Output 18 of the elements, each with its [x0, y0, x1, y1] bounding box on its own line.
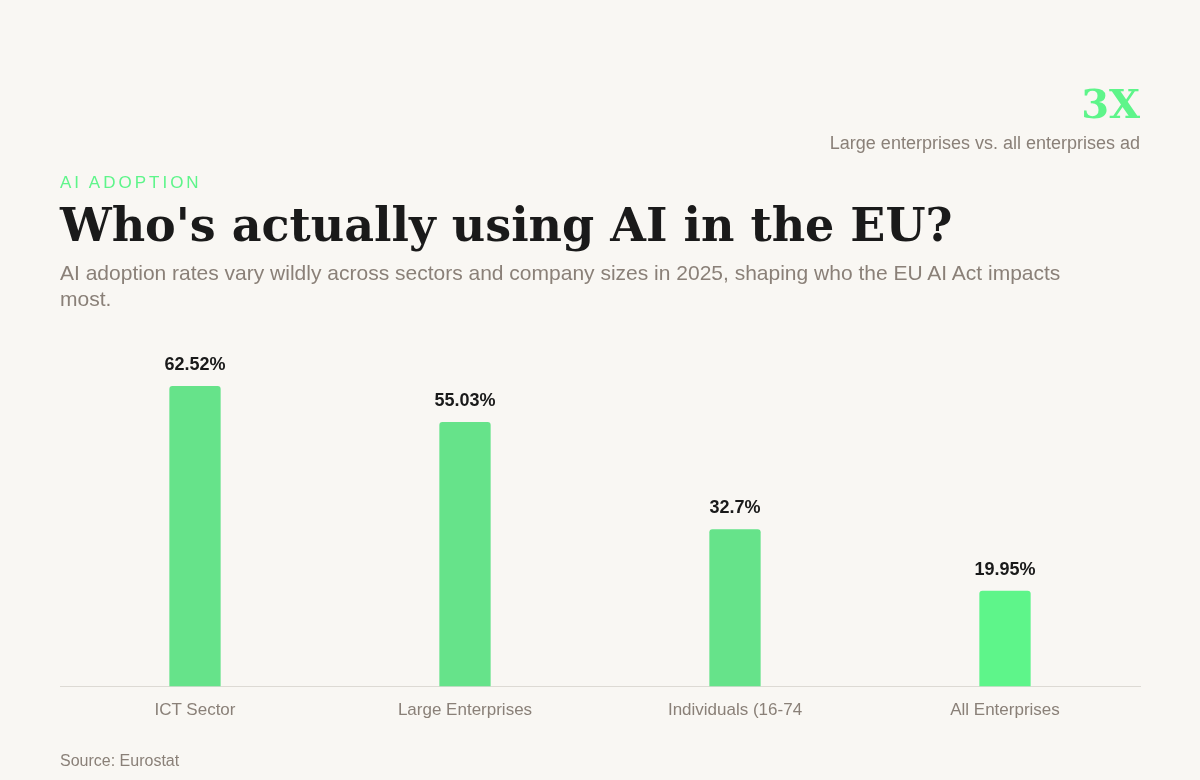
bar [439, 421, 491, 687]
text: Large enterprises vs. all enterprises ad [829, 133, 1140, 154]
data-label: 19.95% [974, 558, 1036, 579]
x-tick-label: All Enterprises [950, 700, 1060, 720]
x-tick-label: Individuals (16-74 [667, 700, 803, 720]
x-tick-label: ICT Sector [154, 700, 236, 720]
bar [169, 385, 221, 687]
text: 3X [1081, 80, 1140, 127]
chart-title: Who's actually using AI in the EU? [60, 198, 953, 252]
text: AI ADOPTION [60, 173, 202, 193]
data-label: 32.7% [709, 497, 761, 518]
bar [709, 529, 761, 687]
data-label: 55.03% [434, 389, 496, 410]
x-tick-label: Large Enterprises [397, 700, 533, 720]
bar [979, 590, 1031, 687]
data-label: 62.52% [164, 353, 226, 374]
source-note: Source: Eurostat [60, 752, 180, 770]
chart-subtitle: AI adoption rates vary wildly across sectors and company sizes in 2025, shaping who the EU AI Act impacts most. [60, 260, 1062, 312]
